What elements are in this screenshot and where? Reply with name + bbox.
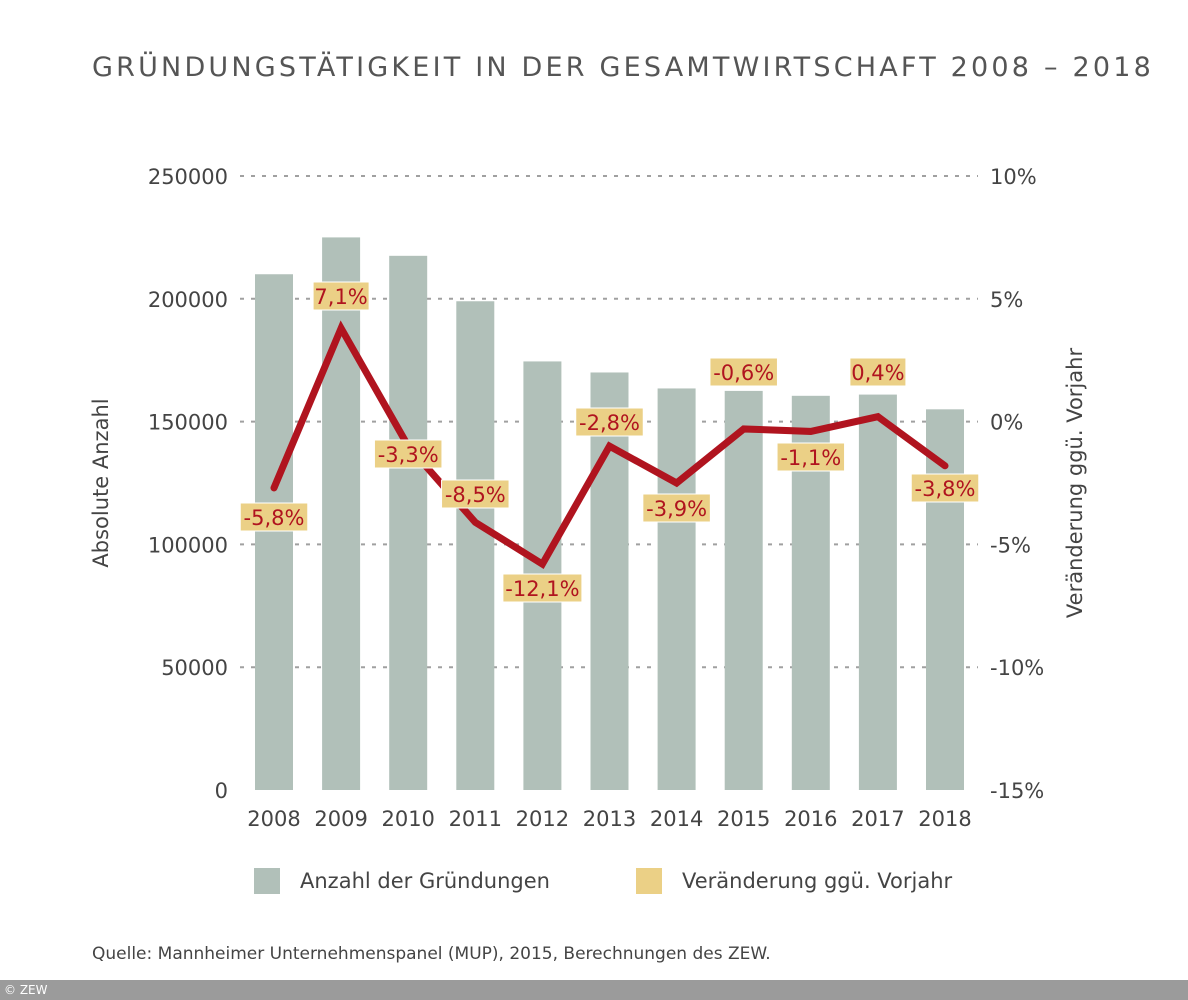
data-label-box <box>910 473 980 503</box>
bar-2013 <box>590 372 629 790</box>
data-label: -12,1% <box>505 577 579 601</box>
x-tick-label: 2018 <box>918 807 971 831</box>
bar-2011 <box>456 301 495 790</box>
data-label-box <box>849 357 907 387</box>
data-label: -8,5% <box>445 483 506 507</box>
data-label-box <box>373 439 443 469</box>
x-tick-label: 2009 <box>314 807 367 831</box>
x-tick-label: 2010 <box>381 807 434 831</box>
y2-axis-title: Veränderung ggü. Vorjahr <box>1063 348 1087 619</box>
y2-tick-label: -10% <box>990 656 1044 680</box>
data-label: -3,8% <box>915 477 976 501</box>
y2-tick-label: -15% <box>990 779 1044 803</box>
x-tick-label: 2012 <box>516 807 569 831</box>
x-tick-label: 2013 <box>583 807 636 831</box>
y-tick-label: 100000 <box>148 533 228 557</box>
y2-tick-label: 10% <box>990 165 1037 189</box>
y-tick-label: 250000 <box>148 165 228 189</box>
legend-swatch-line <box>636 868 662 894</box>
data-label-box <box>441 479 510 509</box>
data-label-box <box>502 573 583 603</box>
bar-2010 <box>389 255 428 790</box>
data-label-box <box>312 281 370 311</box>
data-label-box <box>239 502 309 532</box>
y2-tick-label: -5% <box>990 533 1031 557</box>
source-note: Quelle: Mannheimer Unternehmenspanel (MU… <box>92 944 771 964</box>
x-tick-label: 2008 <box>247 807 300 831</box>
y-tick-label: 0 <box>215 779 228 803</box>
legend-item-bars: Anzahl der Gründungen <box>254 868 550 894</box>
data-label: -3,3% <box>378 443 439 467</box>
bar-2017 <box>858 394 897 790</box>
legend-item-line: Veränderung ggü. Vorjahr <box>636 868 952 894</box>
legend-label-bars: Anzahl der Gründungen <box>300 869 550 893</box>
y2-tick-label: 5% <box>990 288 1023 312</box>
bar-2018 <box>926 409 964 790</box>
copyright-footer: © ZEW <box>0 980 1188 1000</box>
chart-title: GRÜNDUNGSTÄTIGKEIT IN DER GESAMTWIRTSCHA… <box>92 52 1154 83</box>
x-tick-label: 2011 <box>449 807 502 831</box>
y-tick-label: 200000 <box>148 288 228 312</box>
data-label: 0,4% <box>851 361 904 385</box>
data-label: 7,1% <box>314 285 367 309</box>
bar-2015 <box>724 390 763 790</box>
data-label-box <box>709 357 778 387</box>
y-tick-label: 50000 <box>161 656 228 680</box>
y-tick-label: 150000 <box>148 411 228 435</box>
x-tick-label: 2015 <box>717 807 770 831</box>
data-label-box <box>642 493 711 523</box>
x-tick-label: 2017 <box>851 807 904 831</box>
data-label: -5,8% <box>244 506 305 530</box>
y-axis-title: Absolute Anzahl <box>89 398 113 567</box>
data-label-box <box>776 442 846 472</box>
legend-label-line: Veränderung ggü. Vorjahr <box>682 869 953 893</box>
data-label: -1,1% <box>780 446 841 470</box>
bar-2014 <box>657 388 696 790</box>
x-tick-label: 2016 <box>784 807 837 831</box>
bar-2008 <box>255 274 293 790</box>
y2-tick-label: 0% <box>990 411 1023 435</box>
bar-2009 <box>322 237 361 790</box>
data-label: -3,9% <box>646 497 707 521</box>
data-label-box <box>575 407 644 437</box>
x-tick-label: 2014 <box>650 807 703 831</box>
data-label: -0,6% <box>713 361 774 385</box>
legend-swatch-bars <box>254 868 280 894</box>
data-label: -2,8% <box>579 411 640 435</box>
